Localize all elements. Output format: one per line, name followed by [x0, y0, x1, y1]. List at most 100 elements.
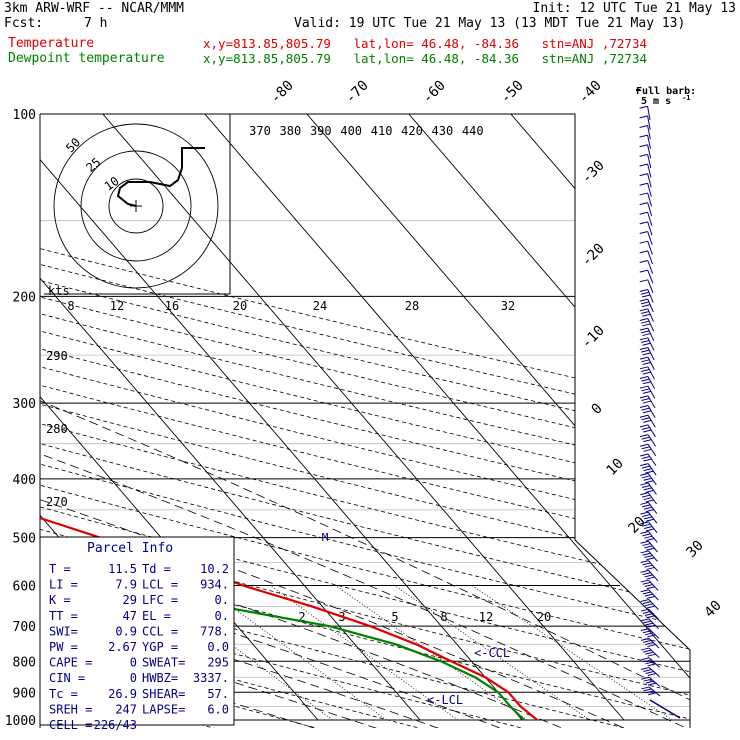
wind-barb-feather	[644, 564, 653, 568]
parcel-row-value: 778.	[200, 624, 229, 638]
wind-barb-feather	[640, 311, 650, 315]
wind-barb-feather	[640, 501, 649, 505]
wind-barb-feather	[647, 692, 657, 696]
theta-label: 370	[249, 124, 271, 138]
wind-barb	[648, 686, 661, 697]
wind-barb-feather	[641, 368, 650, 372]
wind-barb	[647, 231, 653, 245]
dry-adiabat-line	[40, 114, 690, 728]
parcel-row-label: HWBZ=	[142, 671, 178, 685]
wind-barb-feather	[642, 552, 651, 556]
wind-barb-feather	[640, 320, 650, 324]
parcel-row-value: 11.5	[108, 562, 137, 576]
wind-barb	[647, 250, 653, 265]
wind-barb	[648, 521, 658, 534]
wind-barb-feather	[640, 453, 649, 457]
wind-barb	[647, 279, 654, 293]
wind-barb-feather	[642, 543, 651, 547]
parcel-row-value: 7.9	[115, 578, 137, 592]
wind-barb	[647, 135, 651, 149]
isotherm-label: 30	[684, 538, 707, 561]
wind-barb-feather	[639, 250, 648, 254]
parcel-row-label: SWEAT=	[142, 656, 185, 670]
wind-barb-feather	[646, 547, 655, 551]
wind-barb-feather	[639, 134, 648, 138]
parcel-row-label: SWI=	[49, 624, 78, 638]
pressure-label: 600	[13, 580, 36, 595]
pressure-label: 800	[13, 655, 36, 670]
valid-time: Valid: 19 UTC Tue 21 May 13 (13 MDT Tue …	[294, 16, 686, 31]
wind-barb-feather	[639, 260, 648, 263]
speed-tick-label: 28	[405, 299, 419, 313]
parcel-row-value: 0.9	[115, 624, 137, 638]
wind-barb-feather	[641, 426, 650, 430]
isotherm-label: 10	[604, 456, 627, 479]
wind-barb-feather	[642, 610, 652, 614]
speed-tick-label: 24	[313, 299, 327, 313]
isotherm-label: 40	[702, 598, 725, 621]
wind-barb-feather	[639, 202, 648, 206]
wind-barb	[647, 327, 655, 342]
pressure-label: 900	[13, 686, 36, 701]
pressure-label: 500	[13, 532, 36, 547]
parcel-row-value: 226/43	[94, 718, 137, 732]
wind-barb-feather	[645, 480, 654, 484]
hodograph-units-label: kts	[48, 284, 70, 298]
wind-barb-feather	[641, 407, 650, 411]
wind-barb-feather	[642, 400, 652, 404]
wind-barb-feather	[645, 632, 654, 636]
wind-barb	[647, 453, 657, 466]
isotherm-label: 0	[589, 401, 606, 418]
temperature-legend-label: Temperature	[8, 36, 95, 51]
wind-barb	[647, 125, 651, 140]
wind-barb-feather	[643, 419, 652, 423]
parcel-row-value: 29	[123, 593, 137, 607]
wind-barb-feather	[639, 231, 648, 235]
dry-adiabat-line	[40, 114, 690, 728]
parcel-row-value: 47	[123, 609, 137, 623]
mixing-ratio-line	[394, 585, 590, 721]
hodograph-ring	[53, 123, 219, 289]
wind-barb-feather	[644, 555, 653, 558]
wind-barb	[647, 347, 655, 361]
wind-barb-feather	[643, 678, 652, 682]
wind-barb-feather	[639, 395, 649, 399]
theta-label: 390	[310, 124, 332, 138]
wind-barb-feather	[641, 676, 650, 680]
wind-barb-feather	[646, 576, 655, 580]
wind-barb-feather	[643, 639, 652, 643]
wind-barb-feather	[641, 340, 650, 343]
wind-barb	[647, 424, 656, 438]
wind-barb-feather	[640, 647, 650, 651]
wind-barb-feather	[639, 221, 648, 225]
parcel-row-value: 3337.	[193, 671, 229, 685]
wind-barb-feather	[645, 489, 654, 493]
wind-barb-feather	[642, 504, 651, 508]
wind-barb	[648, 657, 660, 668]
dry-adiabat-line	[40, 114, 438, 728]
wind-barb-feather	[639, 356, 649, 360]
wind-barb-feather	[646, 566, 655, 570]
wind-barb-feather	[639, 414, 649, 418]
wind-barb-feather	[645, 661, 654, 665]
wind-barb-feather	[640, 628, 650, 632]
parcel-info-box	[39, 536, 235, 726]
theta-side-label: 290	[46, 349, 68, 363]
wind-barb-feather	[646, 586, 655, 590]
wind-barb-feather	[645, 509, 654, 513]
pressure-label: 300	[13, 397, 36, 412]
pressure-label: 400	[13, 473, 36, 488]
hodograph-ring-label: 50	[63, 135, 83, 155]
parcel-row-label: CIN =	[49, 671, 85, 685]
parcel-row-label: Tc =	[49, 687, 78, 701]
wind-barb-feather	[640, 589, 649, 593]
wind-barb-feather	[647, 682, 657, 686]
wind-barb-feather	[643, 468, 652, 472]
wind-barb-feather	[642, 304, 651, 308]
wind-barb-feather	[642, 533, 651, 537]
wind-barb-feather	[644, 622, 654, 626]
wind-barb-feather	[642, 342, 651, 346]
parcel-row-label: K =	[49, 593, 71, 607]
wind-barb-feather	[645, 499, 654, 503]
wind-barb-feather	[641, 667, 650, 670]
